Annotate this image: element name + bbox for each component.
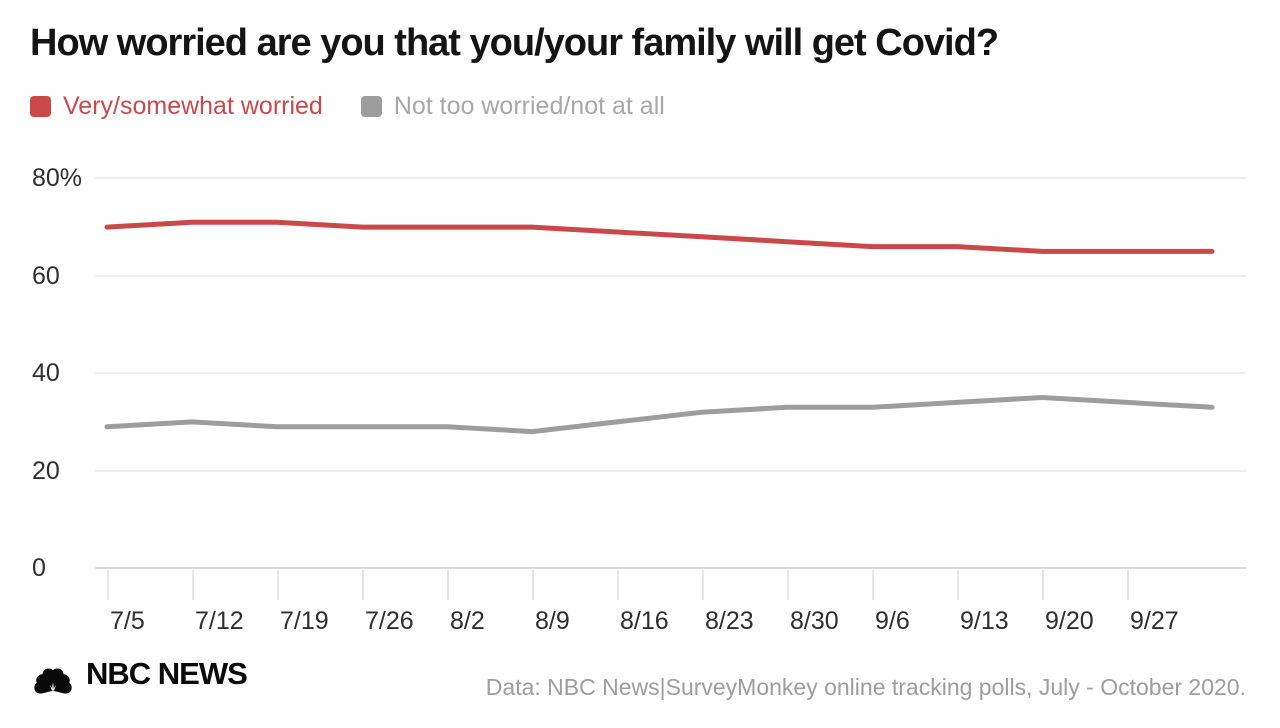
legend-label-not-worried: Not too worried/not at all [393, 92, 665, 120]
y-tick-label-80: 80% [32, 164, 83, 193]
x-tick-7/12 [192, 570, 194, 600]
nbc-peacock-icon [34, 668, 72, 694]
x-tick-label-8/9: 8/9 [535, 607, 570, 635]
x-tick-label-8/30: 8/30 [790, 607, 839, 635]
x-tick-7/5 [107, 570, 109, 600]
legend: Very/somewhat worried Not too worried/no… [30, 92, 665, 121]
x-tick-8/30 [787, 570, 789, 600]
series-line-not-worried [104, 395, 1215, 435]
legend-label-worried: Very/somewhat worried [63, 92, 323, 120]
y-tick-label-20: 20 [32, 456, 60, 485]
x-tick-label-7/26: 7/26 [365, 607, 414, 635]
x-tick-label-9/20: 9/20 [1045, 607, 1094, 635]
x-tick-8/16 [617, 570, 619, 600]
x-tick-8/2 [447, 570, 449, 600]
x-tick-label-7/5: 7/5 [110, 607, 145, 635]
x-tick-9/27 [1127, 570, 1129, 600]
series-line-worried [104, 219, 1215, 254]
x-tick-9/20 [1042, 570, 1044, 600]
y-tick-label-60: 60 [32, 261, 60, 290]
x-tick-8/9 [532, 570, 534, 600]
x-tick-label-8/2: 8/2 [450, 607, 485, 635]
legend-swatch-not-worried [360, 96, 382, 117]
gridline-0 [95, 567, 1246, 569]
x-tick-label-8/16: 8/16 [620, 607, 669, 635]
x-tick-7/19 [277, 570, 279, 600]
chart-title: How worried are you that you/your family… [30, 22, 999, 64]
brand-wordmark: NBC NEWS [86, 656, 248, 691]
gridline-80 [95, 177, 1246, 180]
legend-swatch-worried [30, 96, 51, 117]
x-tick-label-9/13: 9/13 [960, 607, 1009, 635]
x-tick-label-7/12: 7/12 [195, 607, 244, 635]
x-tick-label-8/23: 8/23 [705, 607, 754, 635]
gridline-60 [95, 274, 1246, 277]
x-tick-label-9/27: 9/27 [1130, 607, 1179, 635]
x-tick-label-9/6: 9/6 [875, 607, 910, 635]
gridline-40 [95, 372, 1246, 375]
x-tick-7/26 [362, 570, 364, 600]
x-tick-8/23 [702, 570, 704, 600]
source-credit: Data: NBC News|SurveyMonkey online track… [485, 674, 1246, 700]
gridline-20 [95, 469, 1246, 472]
x-tick-9/13 [957, 570, 959, 600]
x-tick-9/6 [872, 570, 874, 600]
x-tick-label-7/19: 7/19 [280, 607, 329, 635]
y-tick-label-0: 0 [32, 554, 46, 582]
y-tick-label-40: 40 [32, 359, 60, 388]
brand-logo: NBC NEWS [30, 653, 248, 695]
